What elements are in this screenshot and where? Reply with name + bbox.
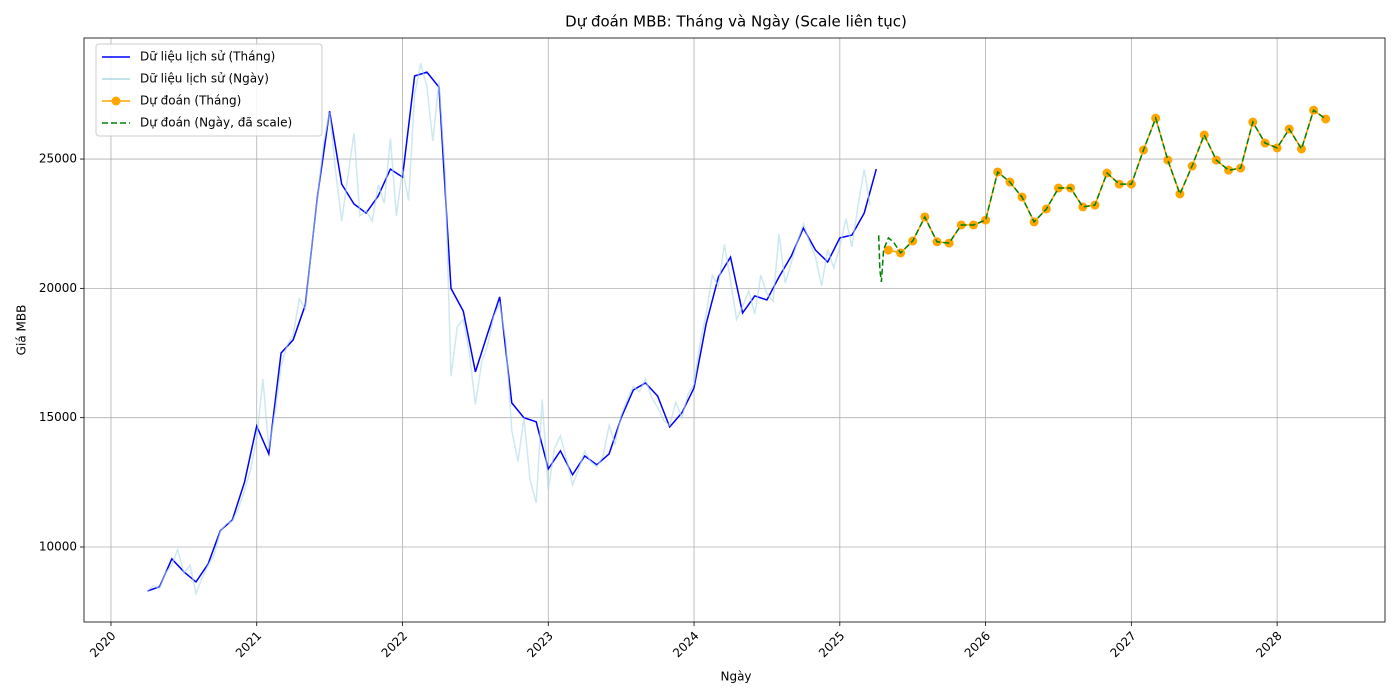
legend-label: Dự đoán (Tháng) (140, 94, 241, 108)
plot-area (146, 63, 1331, 597)
series-marker (1163, 155, 1173, 165)
chart-title: Dự đoán MBB: Tháng và Ngày (Scale liên t… (565, 13, 907, 31)
y-axis-label: Giá MBB (15, 305, 29, 356)
x-tick-label: 2028 (1253, 629, 1284, 660)
y-tick-label: 25000 (39, 152, 77, 166)
x-axis-label: Ngày (720, 670, 751, 684)
y-tick-label: 10000 (39, 539, 77, 553)
y-tick-label: 20000 (39, 281, 77, 295)
series-line (146, 63, 871, 597)
legend-label: Dữ liệu lịch sử (Ngày) (140, 72, 269, 86)
x-tick-label: 2026 (962, 629, 993, 660)
x-tick-label: 2025 (816, 629, 847, 660)
x-tick-label: 2021 (233, 629, 264, 660)
axes-frame (83, 37, 1386, 623)
legend-marker (111, 96, 121, 106)
legend-box (95, 43, 323, 137)
series-line (147, 71, 878, 592)
x-tick-label: 2024 (670, 629, 701, 660)
legend-label: Dự đoán (Ngày, đã scale) (140, 116, 292, 130)
series-marker (1199, 130, 1209, 140)
series-line (877, 108, 1327, 282)
x-tick-label: 2027 (1107, 629, 1138, 660)
x-tick-label: 2023 (524, 629, 555, 660)
x-tick-label: 2022 (379, 629, 410, 660)
legend-label: Dữ liệu lịch sử (Tháng) (140, 50, 275, 64)
y-tick-label: 15000 (39, 410, 77, 424)
series-marker (1175, 189, 1185, 199)
series-marker (1296, 144, 1306, 154)
series-marker (981, 215, 991, 225)
x-tick-label: 2020 (87, 629, 118, 660)
series-line (888, 108, 1327, 254)
series-marker (883, 245, 893, 255)
